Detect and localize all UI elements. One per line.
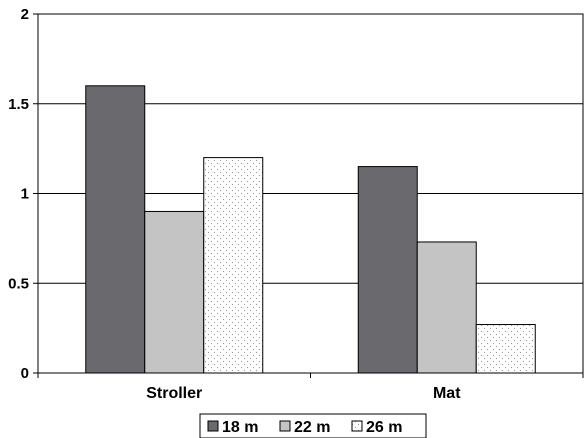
- legend-swatch: [351, 420, 363, 432]
- legend-swatch: [279, 420, 291, 432]
- y-tick-label: 0: [21, 365, 29, 382]
- bars: [85, 85, 536, 374]
- x-category-label: Mat: [433, 385, 461, 402]
- legend-box: [199, 413, 427, 438]
- legend-label: 26 m: [366, 419, 402, 436]
- y-tick-label: 2: [21, 6, 29, 23]
- bar: [416, 241, 477, 374]
- y-tick-labels: 0 0.5 1 1.5 2: [8, 6, 29, 382]
- bar: [144, 210, 205, 374]
- x-category-labels: Stroller Mat: [146, 385, 461, 402]
- legend-label: 18 m: [222, 419, 258, 436]
- legend-label: 22 m: [294, 419, 330, 436]
- x-category-label: Stroller: [146, 385, 202, 402]
- bar: [357, 166, 418, 374]
- bar: [85, 85, 146, 374]
- y-tick-label: 1.5: [8, 96, 29, 113]
- legend: 18 m 22 m 26 m: [199, 413, 427, 438]
- y-tick-label: 0.5: [8, 275, 29, 292]
- bar: [475, 324, 536, 374]
- axes: [33, 13, 584, 378]
- bar: [203, 157, 264, 374]
- legend-swatch: [207, 420, 219, 432]
- y-tick-label: 1: [21, 186, 29, 203]
